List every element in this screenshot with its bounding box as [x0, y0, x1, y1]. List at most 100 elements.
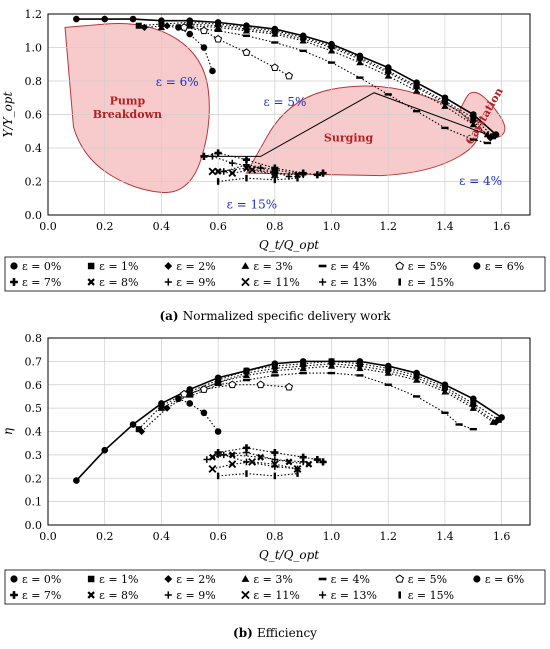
data-point — [327, 371, 336, 375]
legend-marker — [318, 591, 327, 599]
y-tick-label: 0.4 — [25, 426, 43, 439]
legend: ε = 0% ε = 1% ε = 2% ε = 3% ε = 4% ε = 5% ε = … — [4, 256, 546, 292]
data-point — [271, 367, 279, 374]
series-line — [223, 164, 304, 176]
legend-label: ε = 6% — [485, 260, 524, 273]
chart-a: 0.0 0.2 0.4 0.6 0.8 1.0 1.2 0.0 0.2 0.4 0.6 0.8 1.0 1… — [1, 8, 531, 252]
series-line — [218, 451, 304, 463]
legend-marker — [395, 574, 405, 583]
data-point — [412, 109, 421, 113]
data-point — [214, 34, 223, 43]
x-tick-label: 0.0 — [39, 530, 57, 543]
data-point — [186, 390, 194, 397]
series-line — [178, 398, 219, 432]
legend-label: ε = 2% — [176, 260, 215, 273]
legend-label: ε = 15% — [408, 589, 454, 602]
legend-marker — [318, 264, 327, 268]
data-point — [455, 423, 463, 426]
data-point — [203, 456, 211, 463]
data-point — [129, 15, 137, 23]
legend-item: ε = 0% — [10, 573, 61, 586]
caption-text: Normalized specific delivery work — [183, 309, 392, 323]
legend-frame — [4, 256, 546, 292]
data-point — [175, 395, 182, 403]
data-point — [299, 458, 307, 466]
figure-caption: (b) Efficiency — [233, 626, 317, 640]
legend-label: ε = 1% — [99, 573, 138, 586]
data-point — [469, 427, 477, 431]
legend-item: ε = 11% — [241, 276, 300, 289]
x-tick-label: 1.4 — [436, 530, 454, 543]
data-point — [271, 448, 279, 457]
data-point — [216, 472, 220, 480]
data-point — [469, 404, 477, 411]
legend-label: ε = 8% — [99, 276, 138, 289]
legend-label: ε = 5% — [408, 573, 447, 586]
data-point — [228, 460, 237, 469]
legend-marker — [398, 591, 402, 599]
data-point — [296, 470, 299, 477]
data-point — [73, 477, 80, 484]
series-line — [206, 454, 298, 470]
x-tick-label: 0.8 — [266, 220, 284, 233]
y-tick-label: 1.0 — [25, 42, 43, 55]
data-point — [313, 455, 321, 464]
legend-marker — [87, 262, 95, 270]
series-9 — [220, 161, 307, 179]
y-tick-label: 0.0 — [25, 209, 43, 222]
data-point — [186, 30, 194, 38]
annotation-label: ε = 4% — [459, 174, 502, 188]
data-point — [313, 171, 321, 179]
data-point — [271, 463, 279, 470]
series-5 — [180, 23, 294, 80]
legend-marker — [164, 575, 173, 583]
legend-label: ε = 13% — [331, 589, 377, 602]
legend-label: ε = 3% — [253, 573, 292, 586]
data-point — [157, 23, 166, 31]
data-point — [256, 380, 265, 389]
data-point — [495, 416, 502, 423]
caption-label: (a) — [159, 309, 182, 323]
data-point — [384, 369, 392, 376]
data-point — [157, 404, 166, 411]
x-tick-label: 0.6 — [209, 220, 227, 233]
legend-item: ε = 3% — [241, 573, 293, 586]
legend-item: ε = 5% — [395, 573, 447, 586]
y-tick-label: 0.3 — [25, 449, 43, 462]
legend-item: ε = 7% — [10, 589, 61, 602]
grid — [47, 337, 530, 526]
data-point — [483, 141, 492, 145]
legend-marker — [164, 262, 173, 270]
y-tick-label: 0.2 — [25, 176, 43, 189]
data-point — [199, 385, 208, 393]
series-5 — [180, 380, 294, 398]
legend-marker — [87, 591, 95, 599]
legend-label: ε = 0% — [22, 573, 61, 586]
data-point — [299, 171, 307, 179]
legend-marker — [10, 278, 18, 286]
series-4 — [186, 371, 477, 431]
data-point — [101, 446, 109, 454]
series-12 — [216, 174, 299, 185]
chart-b: 0.0 0.1 0.2 0.3 0.4 0.5 0.6 0.7 0.8 0.0 0.2 0.4 0.6 0… — [1, 332, 531, 562]
series-line — [75, 360, 503, 482]
data-point — [412, 87, 421, 94]
data-point — [257, 164, 264, 172]
data-point — [228, 159, 236, 167]
data-point — [220, 168, 228, 175]
legend-marker — [10, 575, 18, 583]
legend-marker — [164, 591, 172, 599]
legend-item: ε = 8% — [87, 276, 139, 289]
y-tick-label: 0.6 — [25, 379, 43, 392]
plot-frame — [47, 337, 531, 526]
legend-marker — [10, 262, 18, 270]
legend-marker — [318, 278, 327, 286]
y-tick-label: 0.8 — [25, 75, 43, 88]
y-tick-label: 0.4 — [25, 142, 43, 155]
legend-item: ε = 9% — [164, 276, 216, 289]
legend-marker — [473, 575, 481, 583]
series-8 — [208, 451, 313, 468]
series-9 — [214, 449, 307, 466]
data-point — [248, 457, 257, 466]
data-point — [243, 449, 250, 456]
